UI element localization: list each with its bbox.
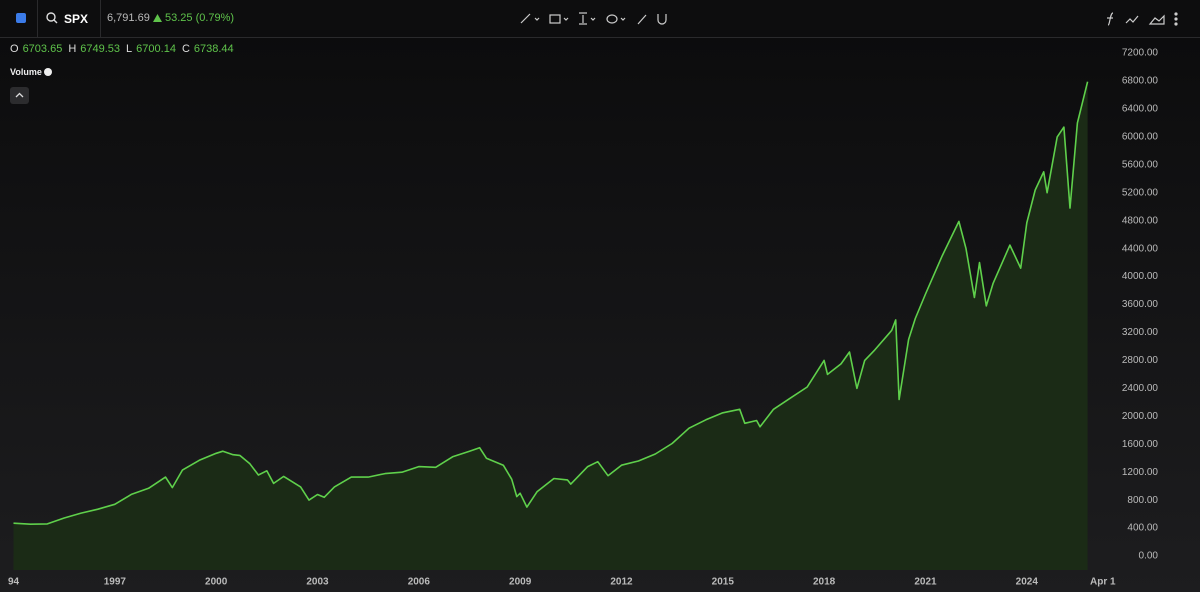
y-tick-label: 4800.00 bbox=[1122, 215, 1159, 226]
y-tick-label: 2400.00 bbox=[1122, 383, 1159, 394]
collapse-button[interactable] bbox=[10, 87, 29, 104]
volume-text: Volume bbox=[10, 67, 42, 77]
up-arrow bbox=[153, 14, 162, 22]
x-tick-label: 2006 bbox=[408, 577, 431, 588]
ohlc-key: L bbox=[126, 43, 133, 55]
info-icon[interactable] bbox=[44, 68, 53, 76]
ohlc-value: 6749.53 bbox=[80, 43, 121, 55]
x-tick-label: 2003 bbox=[306, 577, 329, 588]
toolbar: SPX 6,791.69 53.25 (0.79%) bbox=[0, 0, 1200, 38]
y-tick-label: 6400.00 bbox=[1122, 104, 1159, 115]
drawing-tools[interactable] bbox=[518, 10, 668, 28]
y-tick-label: 6000.00 bbox=[1122, 131, 1159, 142]
symbol[interactable]: SPX bbox=[64, 12, 89, 26]
x-tick-label: 2015 bbox=[712, 577, 735, 588]
x-tick-label: 2000 bbox=[205, 577, 228, 588]
chart-tools[interactable] bbox=[1102, 10, 1192, 28]
divider bbox=[100, 0, 101, 37]
ohlc-value: 6738.44 bbox=[193, 43, 234, 55]
ohlc-value: 6703.65 bbox=[22, 43, 63, 55]
y-tick-label: 1200.00 bbox=[1122, 467, 1159, 478]
y-tick-label: 2000.00 bbox=[1122, 411, 1159, 422]
price-line bbox=[13, 81, 1089, 525]
y-tick-label: 0.00 bbox=[1139, 551, 1159, 562]
divider bbox=[37, 0, 38, 37]
y-tick-label: 4000.00 bbox=[1122, 271, 1159, 282]
price-change: 53.25 (0.79%) bbox=[165, 12, 235, 24]
y-tick-label: 5600.00 bbox=[1122, 159, 1159, 170]
x-tick-label: 2018 bbox=[813, 577, 836, 588]
ohlc-key: H bbox=[68, 43, 77, 55]
y-tick-label: 3600.00 bbox=[1122, 299, 1159, 310]
x-tick-label: 2012 bbox=[610, 577, 633, 588]
y-tick-label: 3200.00 bbox=[1122, 327, 1159, 338]
y-tick-label: 2800.00 bbox=[1122, 355, 1159, 366]
y-tick-label: 400.00 bbox=[1127, 523, 1158, 534]
ohlc-key: O bbox=[10, 43, 19, 55]
y-tick-label: 5200.00 bbox=[1122, 187, 1159, 198]
y-tick-label: 1600.00 bbox=[1122, 439, 1159, 450]
y-tick-label: 4400.00 bbox=[1122, 243, 1159, 254]
x-tick-label: 2009 bbox=[509, 577, 532, 588]
y-tick-label: 800.00 bbox=[1127, 495, 1158, 506]
x-tick-label: 2024 bbox=[1016, 577, 1039, 588]
y-tick-label: 6800.00 bbox=[1122, 76, 1159, 87]
search-icon[interactable] bbox=[46, 12, 58, 24]
x-tick-label: Apr 1 bbox=[1090, 577, 1116, 588]
ohlc-legend: O 6703.65 H 6749.53 L 6700.14 C 6738.44 bbox=[10, 43, 236, 55]
x-tick-label: 94 bbox=[8, 577, 20, 588]
volume-label[interactable]: Volume bbox=[10, 67, 53, 77]
x-tick-label: 2021 bbox=[914, 577, 937, 588]
x-tick-label: 1997 bbox=[104, 577, 127, 588]
ohlc-key: C bbox=[181, 43, 190, 55]
app-icon[interactable] bbox=[16, 13, 26, 23]
area-fill bbox=[13, 81, 1088, 570]
y-tick-label: 7200.00 bbox=[1122, 48, 1159, 59]
ohlc-value: 6700.14 bbox=[136, 43, 176, 55]
last-price: 6,791.69 bbox=[107, 12, 150, 24]
